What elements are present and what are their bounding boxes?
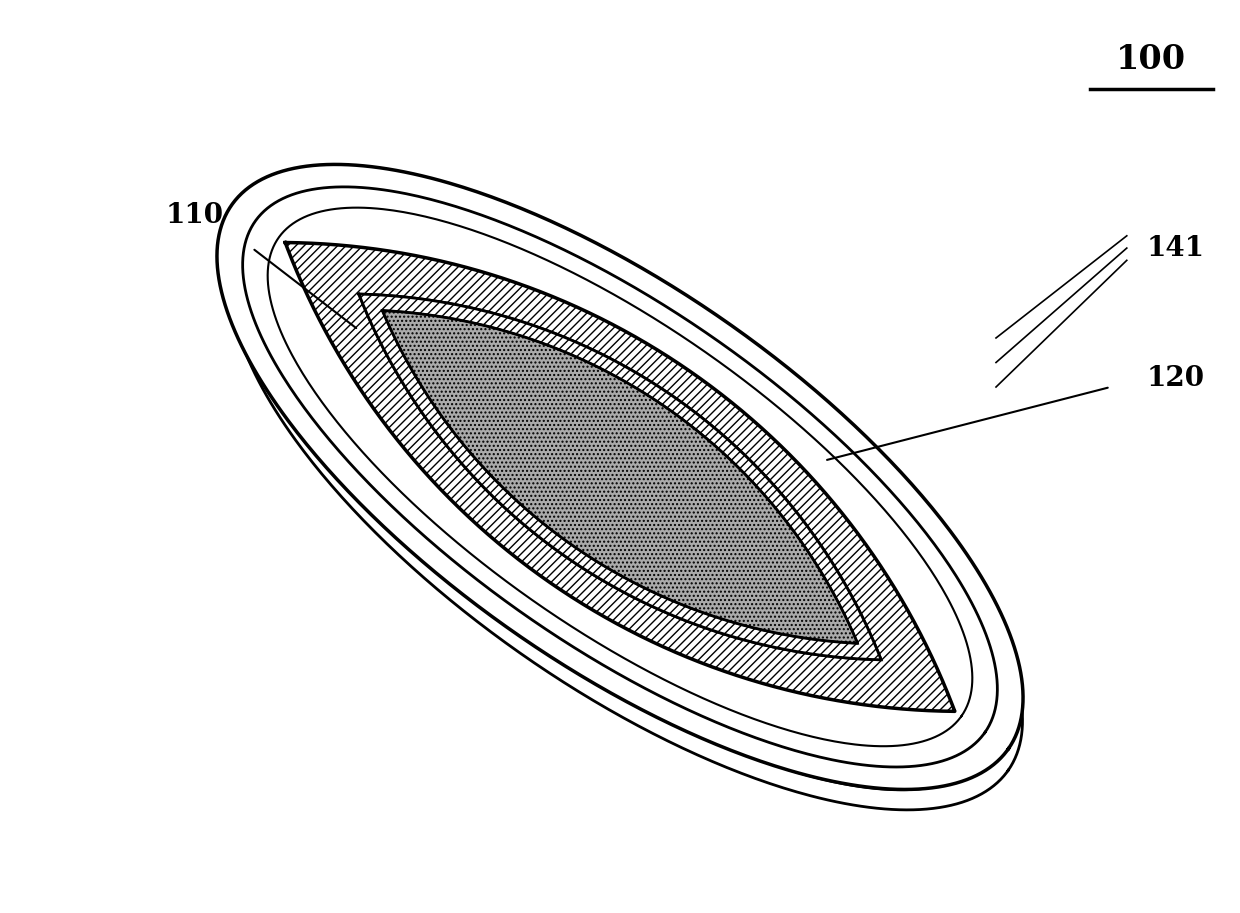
Polygon shape [217,164,1023,790]
Text: 120: 120 [1147,365,1205,393]
Polygon shape [382,310,858,644]
Polygon shape [285,243,955,711]
Text: 110: 110 [166,202,224,229]
Polygon shape [217,164,1023,790]
Text: 141: 141 [1147,235,1205,261]
Polygon shape [358,294,882,660]
Polygon shape [358,294,882,660]
Text: 100: 100 [1116,44,1187,77]
